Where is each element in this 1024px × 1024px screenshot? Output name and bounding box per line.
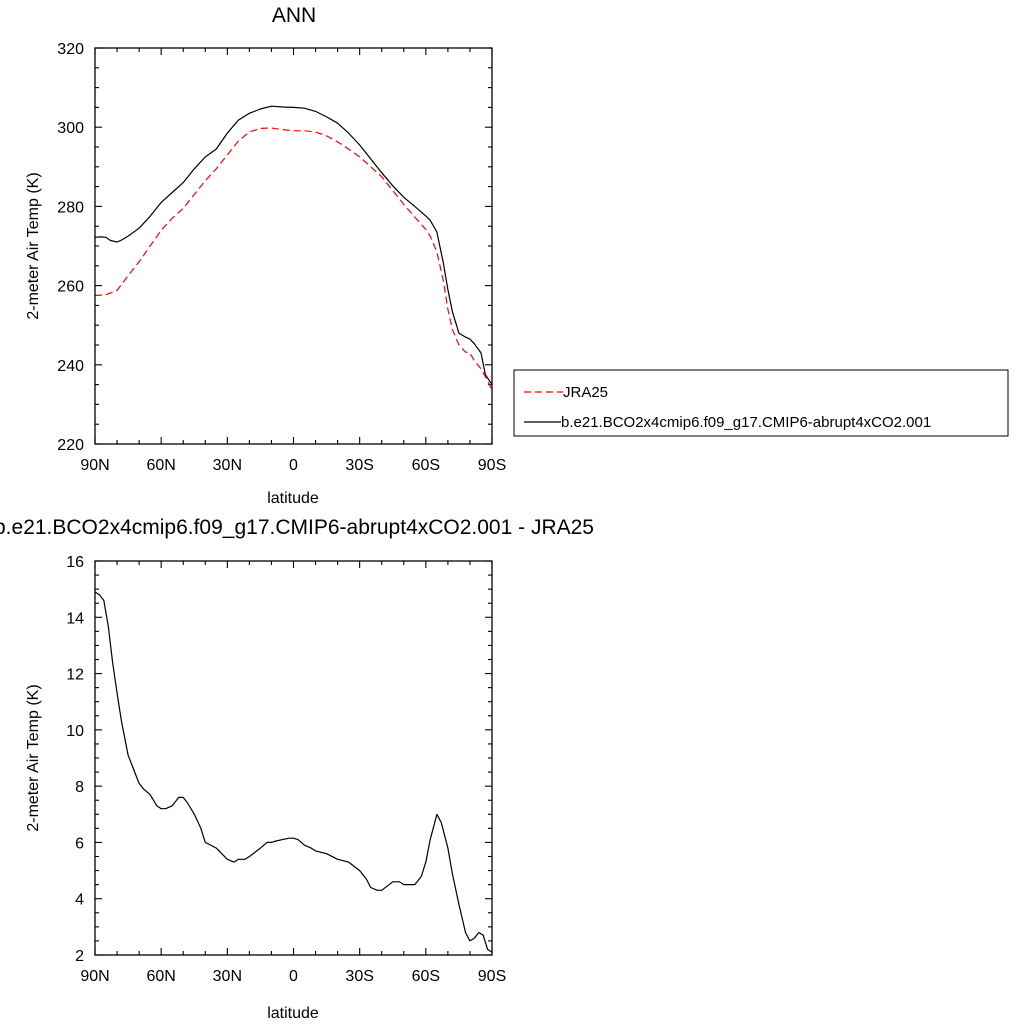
- bottom-xtick-label: 90N: [80, 968, 109, 985]
- legend-box: [513, 369, 1009, 437]
- top-xtick-label: 90N: [80, 457, 109, 474]
- top-chart-tick-labels: 90N 60N 30N 0 30S 60S 90S 220 240 260 280 300 320: [57, 41, 506, 474]
- top-xtick-label: 30N: [213, 457, 242, 474]
- bottom-chart-tick-labels: 90N 60N 30N 0 30S 60S 90S 2 4 6 8 10 12 14 16: [66, 554, 506, 985]
- top-ytick-label: 300: [57, 120, 84, 137]
- bottom-series-difference-line: [94, 591, 493, 953]
- top-series-jra25-line: [94, 127, 493, 391]
- bottom-chart-panel: b.e21.BCO2x4cmip6.f09_g17.CMIP6-abrupt4x…: [0, 516, 594, 1022]
- top-ytick-label: 240: [57, 358, 84, 375]
- bottom-ytick-label: 16: [66, 554, 84, 571]
- bottom-chart-ylabel: 2-meter Air Temp (K): [25, 684, 42, 831]
- bottom-xtick-label: 0: [289, 968, 298, 985]
- bottom-xtick-label: 90S: [478, 968, 506, 985]
- top-ytick-label: 220: [57, 437, 84, 454]
- top-xtick-label: 0: [289, 457, 298, 474]
- legend: JRA25 b.e21.BCO2x4cmip6.f09_g17.CMIP6-ab…: [513, 369, 1009, 437]
- bottom-chart-ticks: [94, 560, 493, 956]
- top-chart-title: ANN: [272, 4, 316, 27]
- legend-label-jra25: JRA25: [563, 384, 608, 401]
- top-xtick-label: 60S: [412, 457, 440, 474]
- bottom-chart-title: b.e21.BCO2x4cmip6.f09_g17.CMIP6-abrupt4x…: [0, 516, 594, 539]
- top-chart-xlabel: latitude: [267, 490, 319, 507]
- top-xtick-label: 90S: [478, 457, 506, 474]
- bottom-xtick-label: 30N: [213, 968, 242, 985]
- top-chart-ylabel: 2-meter Air Temp (K): [25, 172, 42, 319]
- bottom-ytick-label: 14: [66, 610, 84, 627]
- top-ytick-label: 280: [57, 199, 84, 216]
- legend-label-model: b.e21.BCO2x4cmip6.f09_g17.CMIP6-abrupt4x…: [561, 414, 931, 431]
- bottom-ytick-label: 12: [66, 667, 84, 684]
- top-series-model-line: [94, 105, 493, 385]
- top-chart-panel: ANN 90N 60N 30N 0 30S 60S 90S 220 240 260 280 300 32…: [25, 4, 1009, 507]
- bottom-ytick-label: 6: [75, 835, 84, 852]
- top-chart-series: [94, 105, 493, 391]
- bottom-chart-xlabel: latitude: [267, 1005, 319, 1022]
- bottom-chart-series: [94, 591, 493, 953]
- bottom-ytick-label: 2: [75, 948, 84, 965]
- bottom-chart-frame: [94, 560, 493, 956]
- top-ytick-label: 260: [57, 279, 84, 296]
- bottom-xtick-label: 60S: [412, 968, 440, 985]
- top-xtick-label: 60N: [146, 457, 175, 474]
- bottom-ytick-label: 8: [75, 779, 84, 796]
- top-ytick-label: 320: [57, 41, 84, 58]
- bottom-ytick-label: 4: [75, 892, 84, 909]
- bottom-xtick-label: 30S: [345, 968, 373, 985]
- top-chart-frame: [94, 47, 493, 445]
- bottom-xtick-label: 60N: [146, 968, 175, 985]
- bottom-ytick-label: 10: [66, 723, 84, 740]
- top-xtick-label: 30S: [345, 457, 373, 474]
